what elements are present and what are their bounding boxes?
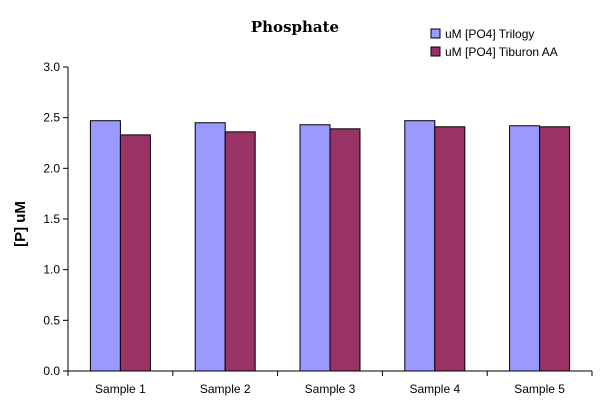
bar-tiburon [224, 131, 256, 372]
bar-tiburon [539, 126, 571, 372]
y-tick-label: 1.0 [43, 263, 60, 277]
plot-area: 0.0 0.5 1.0 1.5 2.0 2.5 3.0 Sample 1 Sample 2 Sam… [43, 60, 593, 396]
legend-swatch-trilogy [430, 28, 441, 39]
y-axis-label: [P] uM [12, 201, 29, 247]
x-tick-label: Sample 2 [200, 382, 251, 396]
y-tick-label: 1.5 [43, 212, 60, 226]
bar-tiburon [329, 128, 361, 372]
y-tick-label: 3.0 [43, 60, 60, 74]
legend: uM [PO4] Trilogy uM [PO4] Tiburon AA [430, 27, 558, 59]
legend-swatch-tiburon [430, 46, 441, 57]
chart-title: Phosphate [251, 18, 339, 36]
legend-label-tiburon: uM [PO4] Tiburon AA [445, 45, 558, 59]
bar-tiburon [119, 134, 151, 372]
y-tick-label: 0.5 [43, 313, 60, 327]
bar-tiburon [434, 126, 466, 372]
y-tick-label: 2.0 [43, 161, 60, 175]
bar-trilogy [194, 122, 226, 372]
bar-trilogy [299, 124, 331, 372]
bar-trilogy [509, 125, 541, 372]
bar-trilogy [89, 120, 121, 372]
x-tick-label: Sample 1 [95, 382, 146, 396]
x-tick-label: Sample 4 [409, 382, 460, 396]
x-tick-label: Sample 5 [514, 382, 565, 396]
y-tick-label: 0.0 [43, 364, 60, 378]
bar-trilogy [404, 120, 436, 372]
y-tick-label: 2.5 [43, 111, 60, 125]
legend-label-trilogy: uM [PO4] Trilogy [445, 27, 534, 41]
x-tick-label: Sample 3 [305, 382, 356, 396]
